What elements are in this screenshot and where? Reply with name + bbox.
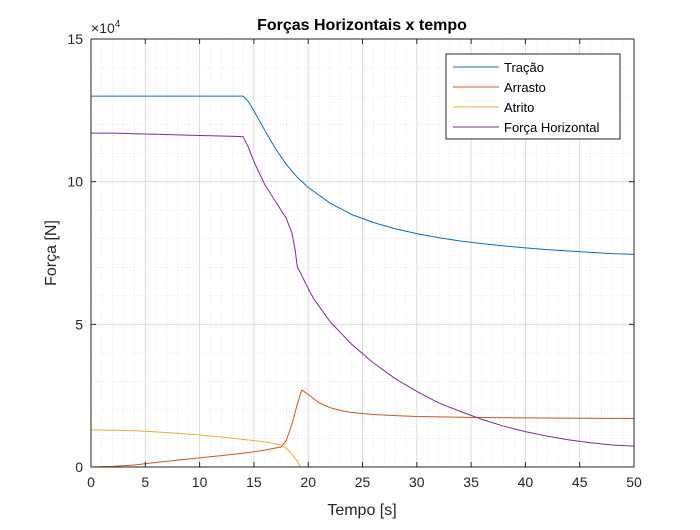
legend-label: Atrito [504, 100, 534, 115]
tick-marks [90, 38, 635, 468]
series-line-2 [90, 389, 635, 468]
x-tick-label: 45 [572, 474, 588, 490]
legend: Tração Arrasto Atrito Força Horizontal [445, 53, 621, 140]
y-tick-label: 0 [75, 459, 83, 475]
y-exponent-power: 4 [115, 19, 121, 30]
x-tick-label: 25 [355, 474, 371, 490]
y-axis-label: Força [N] [43, 220, 60, 286]
x-tick-label: 20 [300, 474, 316, 490]
x-axis-label: Tempo [s] [327, 502, 396, 519]
legend-items: Tração Arrasto Atrito Força Horizontal [453, 60, 599, 135]
x-tick-label: 35 [463, 474, 479, 490]
y-exponent-base: ×10 [91, 20, 115, 36]
series-line-4 [91, 132, 635, 447]
legend-label: Arrasto [504, 80, 546, 95]
legend-label: Força Horizontal [504, 120, 599, 135]
y-tick-labels: 0 5 10 15 [67, 31, 83, 475]
x-tick-label: 10 [192, 474, 208, 490]
x-tick-label: 15 [246, 474, 262, 490]
y-exponent-label: ×104 [91, 19, 121, 36]
y-tick-label: 15 [67, 31, 83, 47]
legend-label: Tração [504, 60, 544, 75]
series-line-1 [91, 95, 635, 255]
y-tick-label: 5 [75, 316, 83, 332]
x-tick-label: 5 [141, 474, 149, 490]
x-tick-label: 0 [87, 474, 95, 490]
x-tick-label: 40 [518, 474, 534, 490]
x-tick-label: 30 [409, 474, 425, 490]
series-group [90, 95, 635, 468]
y-tick-label: 10 [67, 174, 83, 190]
x-tick-labels: 0 5 10 15 20 25 30 35 40 45 50 [87, 474, 642, 490]
chart-title: Forças Horizontais x tempo [257, 17, 467, 34]
legend-box [445, 53, 621, 140]
x-tick-label: 50 [626, 474, 642, 490]
